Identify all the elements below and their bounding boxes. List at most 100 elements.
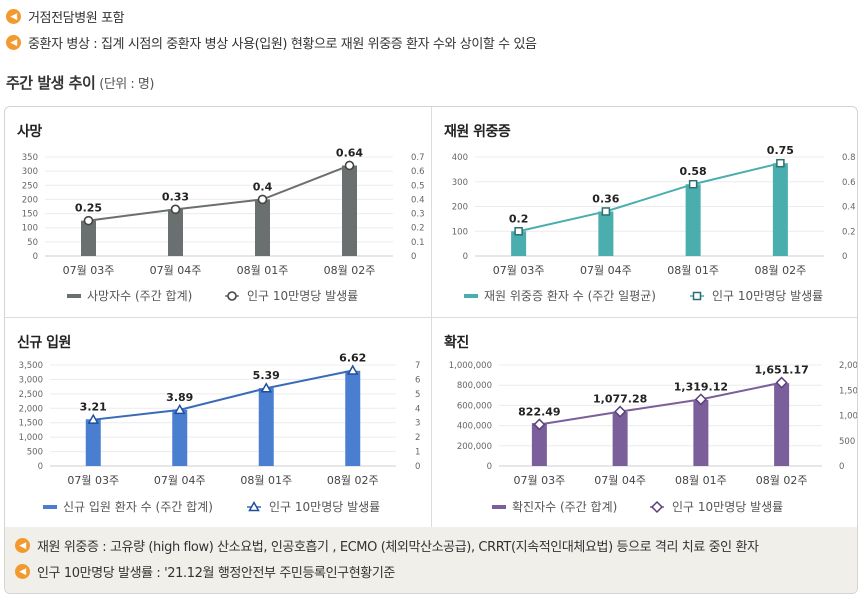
note-text: 인구 10만명당 발생률 : '21.12월 행정안전부 주민등록인구현황기준 [37, 566, 395, 581]
y-left-tick-label: 300 [452, 178, 468, 188]
line-point [514, 227, 523, 236]
y-left-tick-label: 3,000 [19, 375, 43, 385]
bar [342, 165, 357, 256]
y-right-tick-label: 0 [842, 252, 847, 262]
x-tick-label: 08월 02주 [755, 264, 807, 277]
chart-title: 신규 입원 [17, 335, 71, 351]
data-label: 0.75 [767, 144, 794, 157]
legend-line-label: 인구 10만명당 발생률 [247, 289, 358, 303]
x-tick-label: 08월 01주 [667, 264, 719, 277]
y-right-tick-label: 0.6 [842, 178, 856, 188]
legend-bar-swatch [464, 294, 478, 298]
bar [612, 411, 628, 466]
data-label: 1,319.12 [674, 380, 728, 393]
legend-bar-swatch [43, 505, 57, 509]
y-right-tick-label: 2 [415, 433, 420, 443]
note-bottom-1: ◀ 재원 위중증 : 고유량 (high flow) 산소요법, 인공호흡기 ,… [15, 536, 759, 555]
x-tick-label: 08월 02주 [324, 264, 376, 277]
bar [774, 383, 790, 466]
y-left-tick-label: 300 [22, 167, 38, 177]
data-label: 0.33 [162, 190, 189, 203]
y-right-tick-label: 1,000 [839, 412, 858, 422]
data-label: 0.2 [509, 212, 529, 225]
rate-line [93, 369, 353, 421]
chart-confirmed: 0 200,000 400,000 600,000 800,000 1,000,000 0 5… [449, 361, 858, 514]
line-point [257, 194, 268, 205]
data-label: 3.89 [166, 391, 193, 404]
y-right-tick-label: 1,500 [839, 386, 858, 396]
y-left-tick-label: 350 [22, 153, 38, 163]
line-point [227, 291, 237, 301]
note-top-1: ◀ 거점전담병원 포함 [6, 7, 125, 26]
section-title: 주간 발생 추이 (단위 : 명) [6, 72, 154, 93]
chart-panel-deaths: 사망 0 50 100 150 200 250 300 350 0 0.1 0.2 0.3 0.4 0.5… [5, 107, 431, 317]
x-tick-label: 08월 02주 [756, 474, 808, 487]
y-right-tick-label: 0.7 [411, 153, 425, 163]
charts-frame: 사망 0 50 100 150 200 250 300 350 0 0.1 0.2 0.3 0.4 0.5… [4, 106, 858, 594]
y-right-tick-label: 3 [415, 419, 420, 429]
x-tick-label: 08월 01주 [240, 474, 292, 487]
bar [511, 231, 527, 256]
note-text: 재원 위중증 : 고유량 (high flow) 산소요법, 인공호흡기 , E… [37, 540, 759, 555]
y-left-tick-label: 600,000 [457, 401, 492, 411]
x-tick-label: 07월 03주 [514, 474, 566, 487]
x-tick-label: 07월 04주 [150, 264, 202, 277]
data-label: 5.39 [253, 369, 280, 382]
y-right-tick-label: 6 [415, 375, 420, 385]
section-title-text: 주간 발생 추이 [6, 74, 96, 92]
y-right-tick-label: 0 [415, 462, 420, 472]
legend-line-label: 인구 10만명당 발생률 [672, 500, 783, 514]
bar [531, 423, 547, 466]
speaker-icon: ◀ [6, 35, 21, 50]
line-point [346, 364, 359, 375]
line-point [344, 160, 355, 171]
y-left-tick-label: 200,000 [457, 442, 492, 452]
y-left-tick-label: 400,000 [457, 422, 492, 432]
note-bottom-2: ◀ 인구 10만명당 발생률 : '21.12월 행정안전부 주민등록인구현황기… [15, 562, 395, 581]
chart-deaths: 0 50 100 150 200 250 300 350 0 0.1 0.2 0.3 0.4 0.5 0.6… [22, 146, 425, 303]
y-left-tick-label: 100 [22, 224, 38, 234]
y-right-tick-label: 0.8 [842, 153, 856, 163]
y-left-tick-label: 250 [22, 181, 38, 191]
line-point [775, 376, 788, 389]
y-left-tick-label: 1,000,000 [449, 361, 492, 371]
line-point [248, 500, 260, 512]
data-label: 1,651.17 [754, 364, 808, 377]
y-left-tick-label: 0 [463, 252, 468, 262]
speaker-icon: ◀ [15, 564, 30, 579]
line-point [533, 418, 546, 431]
y-right-tick-label: 4 [415, 404, 420, 414]
y-right-tick-label: 0 [839, 462, 844, 472]
bar [255, 199, 270, 256]
rate-line [88, 164, 350, 222]
legend-line-label: 인구 10만명당 발생률 [269, 500, 380, 514]
y-left-tick-label: 0 [38, 462, 43, 472]
footer-notes: ◀ 재원 위중증 : 고유량 (high flow) 산소요법, 인공호흡기 ,… [5, 527, 857, 593]
x-tick-label: 08월 01주 [675, 474, 727, 487]
y-left-tick-label: 150 [22, 210, 38, 220]
y-right-tick-label: 0.2 [411, 224, 425, 234]
data-label: 822.49 [518, 405, 560, 418]
legend-bar-label: 신규 입원 환자 수 (주간 합계) [63, 500, 213, 514]
data-label: 0.4 [253, 180, 273, 193]
chart-severe: 0 100 200 300 400 0 0.2 0.4 0.6 0.8 07월 03주 07월 04주… [452, 144, 856, 303]
legend-bar-label: 재원 위중증 환자 수 (주간 일평균) [484, 289, 656, 303]
y-right-tick-label: 500 [839, 437, 855, 447]
data-label: 0.36 [592, 192, 619, 205]
y-left-tick-label: 400 [452, 153, 468, 163]
data-label: 6.62 [339, 351, 366, 364]
x-tick-label: 07월 03주 [67, 474, 119, 487]
bar [345, 370, 361, 466]
y-right-tick-label: 5 [415, 390, 420, 400]
bar [172, 409, 188, 466]
y-right-tick-label: 0.5 [411, 181, 425, 191]
y-left-tick-label: 200 [22, 195, 38, 205]
y-right-tick-label: 0.6 [411, 167, 425, 177]
line-point [173, 403, 186, 415]
y-right-tick-label: 0.4 [411, 195, 425, 205]
x-tick-label: 07월 04주 [580, 264, 632, 277]
bar [168, 209, 183, 256]
y-right-tick-label: 1 [415, 448, 420, 458]
data-label: 3.21 [80, 401, 107, 414]
legend-bar-label: 확진자수 (주간 합계) [512, 500, 617, 514]
